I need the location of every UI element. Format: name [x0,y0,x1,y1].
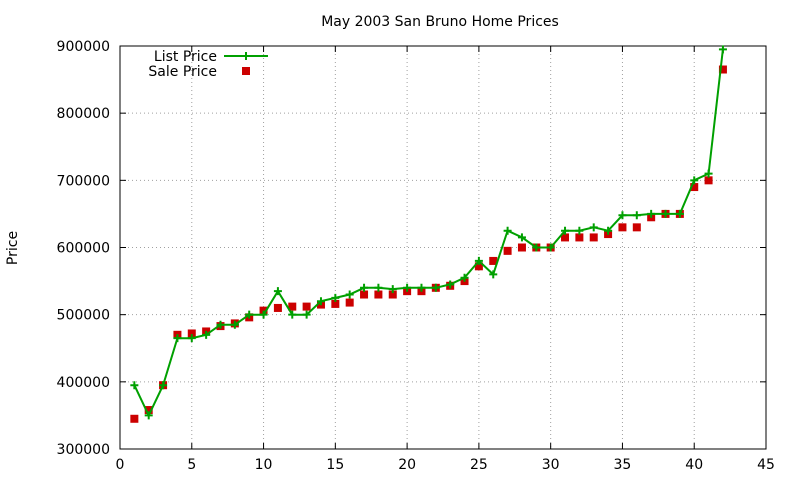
list-price-point [345,290,354,299]
legend: List Price Sale Price [148,49,268,80]
sale-price-point [690,183,699,192]
chart-title: May 2003 San Bruno Home Prices [321,14,559,30]
list-price-point [647,209,656,218]
sale-price-point [632,223,641,232]
x-tick-labels: 0 5 10 15 20 25 30 35 40 45 [116,457,775,473]
x-tick-label: 25 [470,457,488,473]
y-tick-label: 300000 [57,442,110,458]
sale-price-point [374,290,383,299]
list-price-point [316,297,325,306]
list-price-point [403,283,412,292]
x-tick-label: 0 [116,457,125,473]
list-price-point [331,293,340,302]
sale-price-point [517,243,526,252]
list-price-line [133,49,724,418]
y-tick-label: 800000 [57,106,110,122]
list-price-point [489,270,498,279]
sale-price-point [144,406,153,415]
list-price-point [273,287,282,296]
sale-price-point [489,256,498,265]
list-price-point [446,280,455,289]
list-price-point [374,283,383,292]
list-price-point [718,45,727,54]
legend-label-sale-price: Sale Price [148,64,217,80]
list-price-point [532,243,541,252]
list-price-point [288,310,297,319]
series-layer [130,45,727,423]
y-tick-label: 700000 [57,173,110,189]
x-tick-label: 15 [326,457,344,473]
list-price-point [575,226,584,235]
y-tick-label: 900000 [57,39,110,55]
list-price-point [604,226,613,235]
y-axis-label: Price [5,231,21,265]
sale-price-point [273,303,282,312]
list-price-point [259,310,268,319]
list-price-point [360,283,369,292]
list-price-point [704,169,713,178]
legend-label-list-price: List Price [154,49,217,65]
list-price-point [202,330,211,339]
list-price-point [417,283,426,292]
sale-price-point [130,414,139,423]
list-price-point [546,243,555,252]
x-tick-label: 20 [398,457,416,473]
list-price-point [130,381,139,390]
list-price-point [561,226,570,235]
list-price-point [187,334,196,343]
sale-price-point [618,223,627,232]
sale-price-point [503,246,512,255]
list-price-point [216,320,225,329]
list-price-point [245,310,254,319]
y-tick-labels: 300000 400000 500000 600000 700000 800000 9000… [57,39,110,458]
list-price-point [460,273,469,282]
sale-price-point [288,302,297,311]
x-tick-label: 5 [187,457,196,473]
list-price-point [675,209,684,218]
list-price-point [503,226,512,235]
x-tick-label: 40 [685,457,703,473]
sale-price-point [388,290,397,299]
list-price-point [618,211,627,220]
y-tick-label: 500000 [57,308,110,324]
y-tick-label: 400000 [57,375,110,391]
list-price-point [517,233,526,242]
list-price-point [159,381,168,390]
legend-marker-sale-price [242,67,250,75]
list-price-point [173,334,182,343]
list-price-point [690,176,699,185]
list-price-point [589,223,598,232]
list-price-point [302,310,311,319]
x-tick-label: 45 [757,457,775,473]
list-price-point [661,209,670,218]
grid-layer [120,46,766,449]
sale-price-point [561,233,570,242]
x-tick-label: 10 [255,457,273,473]
legend-marker-list-price [242,52,250,60]
sale-price-point [302,302,311,311]
list-price-point [230,320,239,329]
list-price-point [474,256,483,265]
sale-price-point [704,176,713,185]
x-tick-label: 35 [614,457,632,473]
sale-price-point [331,299,340,308]
sale-price-point [345,298,354,307]
list-price-point [388,285,397,294]
sale-price-point [187,329,196,338]
list-price-point [632,211,641,220]
sale-price-point [474,262,483,271]
x-tick-label: 30 [542,457,560,473]
y-tick-label: 600000 [57,241,110,257]
sale-price-point [360,290,369,299]
sale-price-point [589,233,598,242]
ticks-layer [119,45,767,450]
sale-price-point [718,65,727,74]
sale-price-point [575,233,584,242]
list-price-point [431,283,440,292]
list-price-point [144,411,153,420]
sale-price-point [259,306,268,315]
